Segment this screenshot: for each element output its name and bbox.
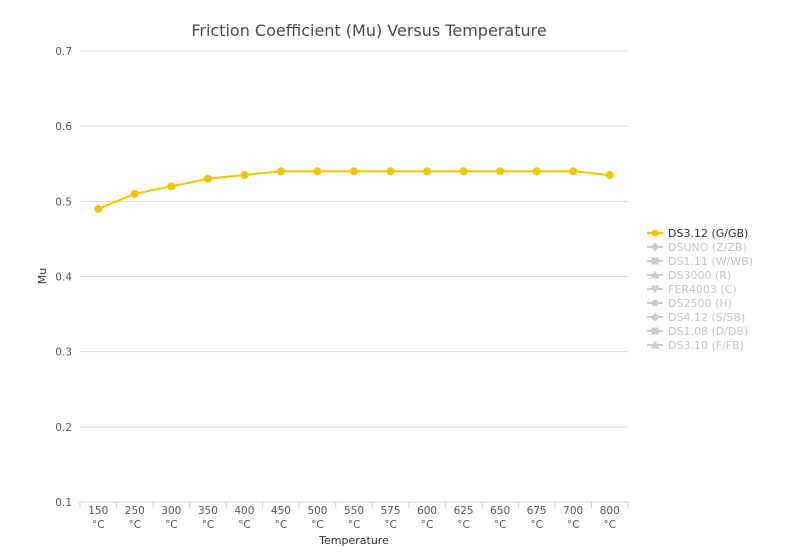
x-tick-label: 500: [307, 505, 327, 517]
legend-label: DS4.12 (S/SB): [668, 311, 745, 324]
data-point: [130, 189, 139, 198]
legend-marker: [650, 270, 660, 279]
data-point: [496, 167, 505, 176]
legend-item[interactable]: DS3000 (R): [647, 269, 731, 282]
legend-label: DS3000 (R): [668, 269, 731, 282]
x-tick-label: 550: [344, 505, 364, 517]
x-tick-labels: 150 °C 250 °C 300 °C 350 °C 400 °C 450 °C 500 °C 550 °C…: [79, 502, 629, 531]
legend-item[interactable]: DSUNO (Z/ZB): [647, 241, 747, 254]
legend-label: DS1.11 (W/WB): [668, 255, 753, 268]
x-tick-unit: °C: [567, 519, 580, 531]
legend-label: FER4003 (C): [668, 283, 737, 296]
legend-marker: [650, 242, 660, 252]
data-point: [94, 204, 103, 213]
y-axis-title: Mu: [36, 268, 49, 284]
legend-item[interactable]: DS1.11 (W/WB): [647, 255, 753, 268]
x-tick-label: 250: [125, 505, 145, 517]
grid-lines: [80, 50, 628, 503]
data-point: [386, 167, 395, 176]
y-tick-label: 0.2: [55, 422, 72, 434]
data-point: [313, 167, 322, 176]
data-point: [276, 167, 285, 176]
x-tick-label: 350: [198, 505, 218, 517]
x-tick-unit: °C: [129, 519, 142, 531]
data-point: [532, 167, 541, 176]
legend-marker: [651, 229, 659, 237]
legend-marker: [651, 257, 659, 265]
legend-item[interactable]: DS1.08 (D/DB): [647, 325, 748, 338]
x-tick-unit: °C: [530, 519, 543, 531]
x-tick-label: 150: [88, 505, 108, 517]
y-tick-label: 0.3: [55, 347, 72, 359]
x-tick-unit: °C: [348, 519, 361, 531]
legend-label: DS2500 (H): [668, 297, 732, 310]
legend-marker: [651, 299, 659, 307]
x-tick-label: 450: [271, 505, 291, 517]
y-tick-label: 0.1: [55, 497, 72, 509]
legend: DS3.12 (G/GB)DSUNO (Z/ZB)DS1.11 (W/WB)DS…: [647, 227, 753, 352]
y-tick-label: 0.5: [55, 196, 72, 208]
x-tick-unit: °C: [311, 519, 324, 531]
x-tick-unit: °C: [165, 519, 178, 531]
legend-marker: [650, 340, 660, 349]
legend-label: DS3.12 (G/GB): [668, 227, 748, 240]
x-tick-unit: °C: [494, 519, 507, 531]
data-point: [167, 182, 176, 191]
x-tick-unit: °C: [92, 519, 105, 531]
chart-title: Friction Coefficient (Mu) Versus Tempera…: [191, 21, 546, 40]
legend-item[interactable]: DS3.12 (G/GB): [647, 227, 748, 240]
legend-marker: [650, 312, 660, 322]
data-point: [423, 167, 432, 176]
x-tick-label: 625: [454, 505, 474, 517]
data-point: [240, 171, 249, 180]
x-tick-unit: °C: [275, 519, 288, 531]
data-point: [459, 167, 468, 176]
x-tick-label: 400: [234, 505, 254, 517]
x-tick-unit: °C: [384, 519, 397, 531]
x-tick-label: 800: [600, 505, 620, 517]
series-line: [97, 170, 610, 210]
y-tick-label: 0.7: [55, 46, 72, 58]
y-tick-label: 0.4: [55, 272, 72, 284]
x-tick-unit: °C: [603, 519, 616, 531]
legend-item[interactable]: DS4.12 (S/SB): [647, 311, 745, 324]
x-tick-label: 650: [490, 505, 510, 517]
data-point: [569, 167, 578, 176]
x-tick-unit: °C: [457, 519, 470, 531]
y-tick-label: 0.6: [55, 121, 72, 133]
legend-item[interactable]: FER4003 (C): [647, 283, 737, 296]
x-tick-unit: °C: [202, 519, 215, 531]
legend-label: DS3.10 (F/FB): [668, 339, 744, 352]
legend-marker: [650, 285, 660, 294]
data-point: [203, 174, 212, 183]
y-tick-labels: 0.1 0.2 0.3 0.4 0.5 0.6 0.7: [55, 46, 72, 509]
legend-label: DS1.08 (D/DB): [668, 325, 748, 338]
x-tick-label: 300: [161, 505, 181, 517]
series-layer: [94, 167, 614, 213]
x-tick-unit: °C: [421, 519, 434, 531]
x-tick-label: 600: [417, 505, 437, 517]
data-point: [605, 171, 614, 180]
legend-label: DSUNO (Z/ZB): [668, 241, 747, 254]
x-tick-label: 675: [527, 505, 547, 517]
data-point: [350, 167, 358, 176]
legend-item[interactable]: DS3.10 (F/FB): [647, 339, 744, 352]
legend-item[interactable]: DS2500 (H): [647, 297, 732, 310]
x-axis-title: Temperature: [318, 534, 389, 547]
x-tick-unit: °C: [238, 519, 251, 531]
x-tick-label: 575: [381, 505, 401, 517]
legend-marker: [651, 327, 659, 335]
x-tick-label: 700: [563, 505, 583, 517]
